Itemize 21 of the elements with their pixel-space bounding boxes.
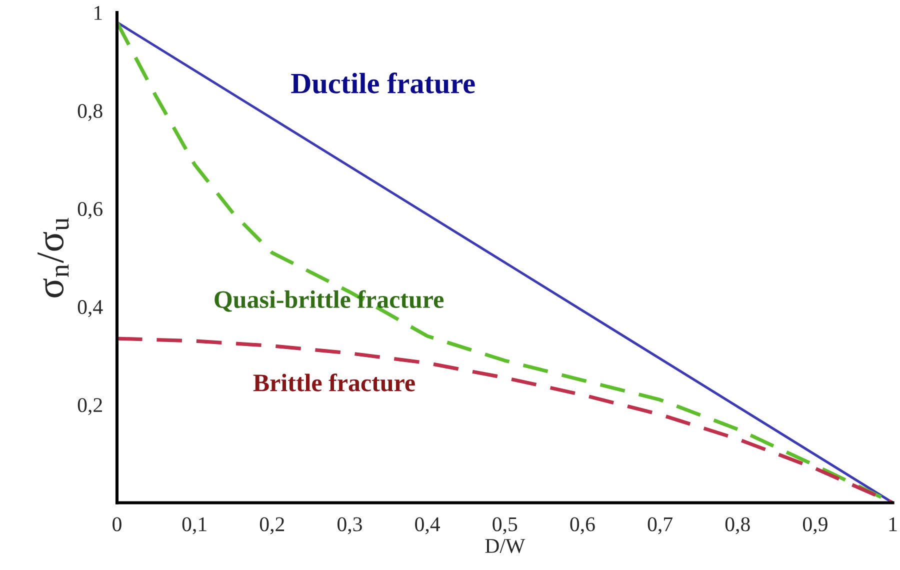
x-tick-label: 0,6 [570,517,595,534]
y-tick-label: 0,2 [78,398,102,416]
x-tick-label: 0,1 [182,517,206,534]
x-tick-label: 0,3 [338,517,362,534]
x-axis-title: D/W [485,539,526,554]
x-tick-label: 0,8 [725,517,750,534]
y-tick-label: 0,8 [78,104,102,122]
series-label: Brittle fracture [253,374,415,392]
y-axis-title: σ$_{n}$/σ$_{u}$ [38,218,69,298]
x-tick-label: 0,5 [492,517,518,534]
series-label: Quasi-brittle fracture [214,290,444,312]
y-tick-label: 0,4 [78,300,103,318]
x-tick-label: 0 [112,517,122,532]
y-tick-label: 0,6 [78,202,102,220]
x-tick-label: 0,9 [802,517,828,534]
x-tick-label: 1 [889,517,897,532]
series-label: Ductile frature [291,72,475,94]
x-tick-label: 0,4 [415,517,440,534]
y-tick-label: 1 [94,6,102,20]
x-tick-label: 0,2 [260,517,284,534]
x-tick-label: 0,7 [648,517,672,534]
